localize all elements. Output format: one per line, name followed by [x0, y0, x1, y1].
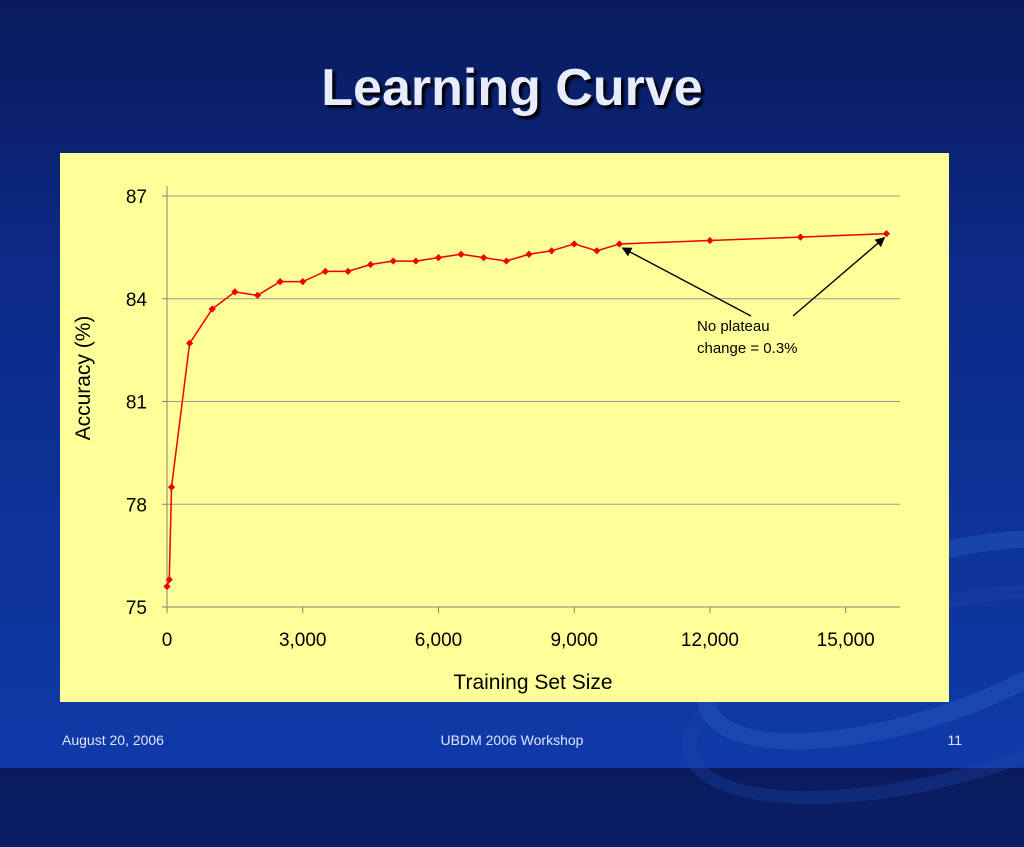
- data-point: [163, 582, 171, 591]
- series-line: [166, 232, 887, 587]
- x-tick-label: 3,000: [279, 630, 327, 651]
- data-point: [344, 267, 352, 275]
- data-point: [706, 236, 714, 245]
- axes: 75 78 81 84 87 0 3,000 6,000 9,000 12,000 15,000: [126, 186, 900, 651]
- data-point: [299, 278, 307, 286]
- page-number: 11: [947, 732, 962, 748]
- footer-date: August 20, 2006: [62, 732, 164, 748]
- data-point: [480, 254, 488, 262]
- x-tick-label: 0: [162, 630, 173, 651]
- data-point: [276, 278, 284, 286]
- y-tick-label: 81: [126, 393, 147, 414]
- x-tick-label: 9,000: [550, 630, 598, 651]
- data-point: [412, 257, 420, 265]
- data-point: [796, 233, 805, 241]
- chart-panel: 75 78 81 84 87 0 3,000 6,000 9,000 12,000 15,000 N…: [60, 153, 949, 702]
- x-tick-label: 12,000: [681, 630, 739, 651]
- y-axis-label: Accuracy (%): [72, 316, 95, 441]
- y-tick-label: 78: [126, 495, 147, 516]
- data-point: [882, 230, 891, 238]
- x-tick-label: 15,000: [817, 630, 875, 651]
- data-point: [321, 267, 329, 275]
- gridlines: [167, 195, 900, 505]
- data-point: [457, 250, 465, 258]
- data-point: [570, 240, 578, 248]
- slide-title: Learning Curve: [321, 59, 703, 117]
- x-axis-label: Training Set Size: [453, 671, 612, 694]
- data-point: [253, 291, 262, 299]
- footer-event: UBDM 2006 Workshop: [440, 732, 584, 748]
- x-tick-label: 6,000: [415, 630, 463, 651]
- data-point: [615, 240, 624, 248]
- data-point: [434, 254, 443, 262]
- annotation-arrow: [792, 237, 886, 317]
- annotation-text: No plateau: [697, 318, 770, 335]
- data-point: [502, 257, 510, 265]
- annotation: No plateau change = 0.3%: [621, 237, 886, 357]
- y-tick-label: 75: [126, 598, 147, 619]
- y-tick-label: 87: [126, 187, 147, 208]
- learning-curve-chart: 75 78 81 84 87 0 3,000 6,000 9,000 12,000 15,000 N…: [72, 186, 900, 694]
- data-point: [547, 247, 556, 255]
- data-point: [167, 483, 176, 491]
- series-accuracy: [163, 230, 891, 591]
- annotation-arrow: [621, 247, 752, 317]
- data-point: [165, 576, 173, 584]
- annotation-text: change = 0.3%: [697, 340, 798, 357]
- data-point: [389, 257, 397, 265]
- data-point: [593, 247, 601, 255]
- data-point: [367, 260, 375, 269]
- y-tick-label: 84: [126, 290, 148, 311]
- data-point: [525, 250, 533, 258]
